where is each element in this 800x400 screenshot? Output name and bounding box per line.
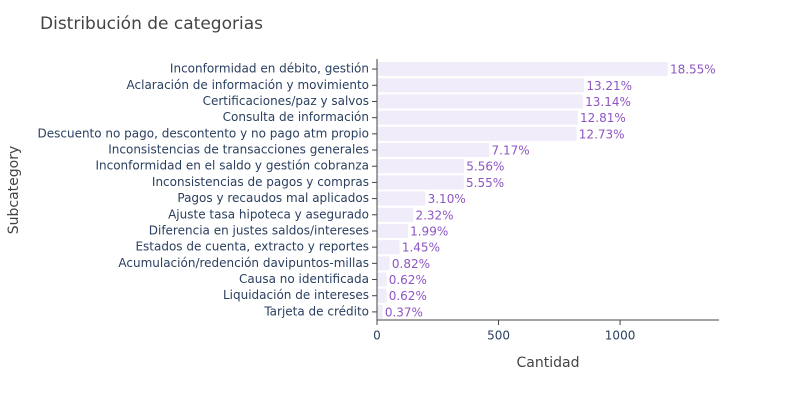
bar [376,207,414,223]
y-tick-label: Inconsistencias de pagos y compras [152,175,369,189]
y-tick-label: Diferencia en justes saldos/intereses [149,223,369,237]
chart-title: Distribución de categorias [40,14,263,34]
bar [376,142,490,158]
y-tick-label: Descuento no pago, descontento y no pago… [37,126,369,140]
bar [376,271,387,288]
bar [376,304,384,320]
y-tick-label: Aclaración de información y movimiento [127,78,369,92]
bar [376,93,584,110]
data-label: 1.45% [402,241,440,255]
y-tick-label: Inconformidad en débito, gestión [170,62,369,76]
data-label: 13.21% [586,79,632,93]
y-tick-label: Liquidación de intereses [223,288,369,302]
x-tick-label: 500 [487,329,510,343]
x-axis-title: Cantidad [517,355,580,371]
y-tick-label: Tarjeta de crédito [263,304,369,318]
data-label: 5.56% [466,160,504,174]
bar [376,255,391,271]
data-label: 12.81% [580,111,626,125]
bar [376,61,669,77]
bar [376,174,465,190]
x-tick-label: 1000 [605,329,636,343]
y-axis-title: Subcategory [6,146,22,235]
data-label: 0.62% [389,273,427,287]
data-label: 1.99% [410,224,448,238]
bar [376,223,409,239]
data-label: 0.37% [385,305,423,319]
y-tick-label: Acumulación/redención davipuntos-millas [118,256,369,270]
y-tick-label: Certificaciones/paz y salvos [203,94,369,108]
data-label: 7.17% [492,144,530,158]
bar [376,126,578,142]
data-label: 3.10% [428,192,466,206]
data-label: 5.55% [466,176,504,190]
data-label: 18.55% [670,63,716,77]
data-label: 13.14% [585,95,631,109]
x-tick-label: 0 [373,329,381,343]
bar [376,110,579,126]
bar [376,191,426,207]
data-label: 0.82% [392,257,430,271]
bar [376,77,585,93]
y-tick-label: Estados de cuenta, extracto y reportes [135,240,369,254]
y-tick-label: Causa no identificada [239,272,369,286]
bar [376,158,465,174]
y-tick-label: Inconformidad en el saldo y gestión cobr… [95,159,369,173]
bar [376,288,387,304]
data-label: 12.73% [579,127,625,141]
y-tick-label: Pagos y recaudos mal aplicados [177,191,369,205]
y-tick-label: Ajuste tasa hipoteca y asegurado [168,207,369,221]
y-tick-label: Consulta de información [223,110,369,124]
data-label: 0.62% [389,289,427,303]
bar [376,239,401,255]
data-label: 2.32% [415,208,453,222]
y-tick-label: Inconsistencias de transacciones general… [108,143,369,157]
